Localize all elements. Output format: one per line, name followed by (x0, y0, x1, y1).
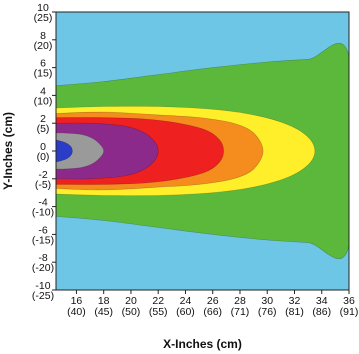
y-tick-label: 10 (37, 2, 49, 14)
x-tick-label: 36 (343, 295, 355, 307)
x-tick-label: (81) (285, 306, 304, 318)
x-tick-label: (76) (258, 306, 277, 318)
x-tick-label: (60) (176, 306, 195, 318)
x-tick-label: (50) (122, 306, 141, 318)
y-tick-label: -2 (38, 169, 47, 181)
x-tick-label: 18 (98, 295, 110, 307)
axis-ticks: 16(40)18(45)20(50)22(55)24(60)26(66)28(7… (32, 2, 358, 318)
y-tick-label: 8 (40, 30, 46, 42)
y-tick-label: (25) (34, 12, 53, 24)
y-tick-label: 6 (40, 58, 46, 70)
x-tick-label: (55) (149, 306, 168, 318)
y-tick-label: 4 (40, 85, 46, 97)
x-tick-label: 22 (152, 295, 164, 307)
y-tick-label: 0 (40, 141, 46, 153)
x-tick-label: (71) (231, 306, 250, 318)
x-tick-label: 34 (316, 295, 328, 307)
x-tick-label: 28 (234, 295, 246, 307)
y-tick-label: 2 (40, 113, 46, 125)
y-tick-label: (10) (34, 95, 53, 107)
y-tick-label: (-15) (32, 234, 54, 246)
y-axis-title: Y-Inches (cm) (1, 112, 15, 190)
y-tick-label: -6 (38, 224, 47, 236)
x-tick-label: (91) (340, 306, 359, 318)
y-tick-label: (-5) (35, 179, 51, 191)
y-tick-label: -10 (35, 280, 50, 292)
x-tick-label: (40) (67, 306, 86, 318)
x-tick-label: (66) (203, 306, 222, 318)
y-tick-label: (15) (34, 68, 53, 80)
x-tick-label: (45) (94, 306, 113, 318)
contour-region-gray (56, 132, 105, 170)
y-tick-label: (-20) (32, 262, 54, 274)
x-tick-label: 26 (207, 295, 219, 307)
x-tick-label: 24 (180, 295, 192, 307)
y-tick-label: (0) (37, 151, 50, 163)
contour-region-blue (56, 139, 73, 163)
x-tick-label: (86) (312, 306, 331, 318)
y-tick-label: (-25) (32, 290, 54, 302)
x-tick-label: 32 (289, 295, 301, 307)
y-tick-label: (-10) (32, 207, 54, 219)
y-tick-label: (20) (34, 40, 53, 52)
y-tick-label: -8 (38, 252, 47, 264)
y-tick-label: (5) (37, 123, 50, 135)
contour-regions (56, 42, 349, 260)
y-tick-label: -4 (38, 197, 47, 209)
x-tick-label: 16 (71, 295, 83, 307)
x-axis-title: X-Inches (cm) (163, 337, 242, 351)
x-tick-label: 20 (125, 295, 137, 307)
x-tick-label: 30 (261, 295, 273, 307)
